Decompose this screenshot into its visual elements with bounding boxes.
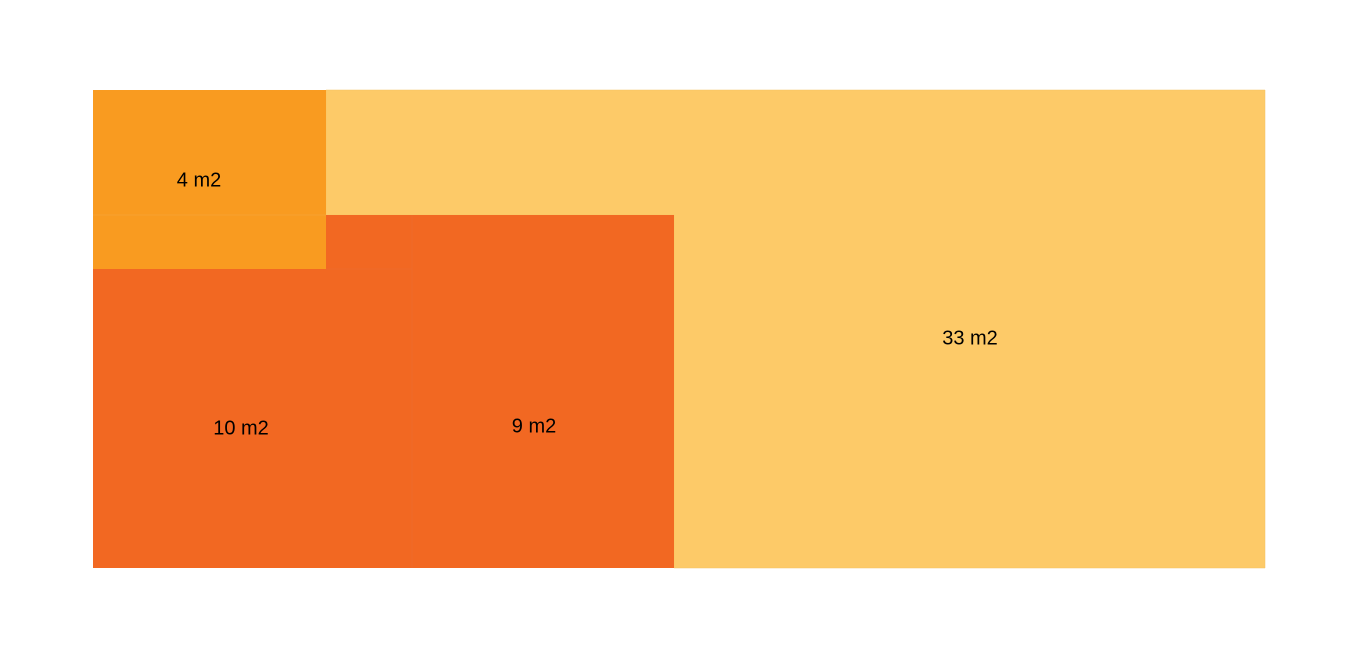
room-4 <box>93 90 326 269</box>
room-9 <box>412 215 674 568</box>
room-label: 9 m2 <box>512 415 556 437</box>
room-10 <box>93 215 412 568</box>
room-label: 10 m2 <box>213 417 269 439</box>
room-label: 33 m2 <box>942 327 998 349</box>
room-label: 4 m2 <box>177 169 221 191</box>
